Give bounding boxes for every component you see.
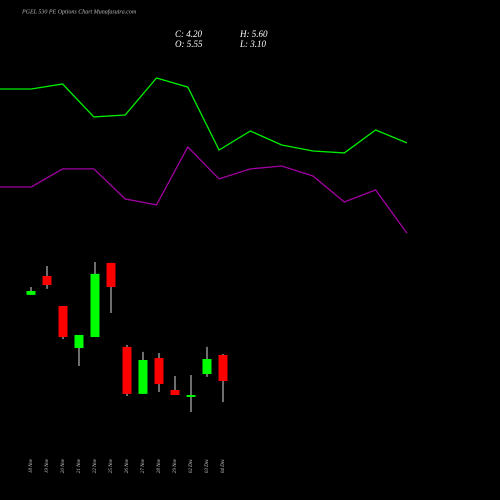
candle-body xyxy=(202,359,212,375)
candle-body xyxy=(218,354,228,381)
x-tick-label: 04 Dec xyxy=(221,458,226,473)
x-tick-label: 28 Nov xyxy=(157,458,162,473)
candle-body xyxy=(170,390,180,396)
x-tick-label: 26 Nov xyxy=(125,458,130,473)
line-series xyxy=(0,145,408,234)
x-tick-label: 03 Dec xyxy=(205,458,210,473)
line-series xyxy=(0,77,408,154)
x-tick-label: 18 Nov xyxy=(29,458,34,473)
x-tick-label: 27 Nov xyxy=(141,458,146,473)
candle-body xyxy=(58,306,68,338)
candle-body xyxy=(90,273,100,338)
candle-body xyxy=(42,276,52,286)
high-label: H: 5.60 xyxy=(239,29,268,39)
candle-body xyxy=(138,359,148,394)
x-tick-label: 02 Dec xyxy=(189,458,194,473)
x-tick-label: 25 Nov xyxy=(109,458,114,473)
x-tick-label: 20 Nov xyxy=(61,458,66,473)
candle-body xyxy=(154,358,164,385)
candle-body xyxy=(106,262,116,287)
x-tick-label: 29 Nov xyxy=(173,458,178,473)
x-tick-label: 21 Nov xyxy=(77,458,82,473)
candle-body xyxy=(74,334,84,349)
candle-body xyxy=(26,291,36,295)
close-label: C: 4.20 xyxy=(175,29,203,39)
open-label: O: 5.55 xyxy=(175,39,203,49)
candle-body xyxy=(122,346,132,394)
low-label: L: 3.10 xyxy=(239,39,267,49)
candle-body xyxy=(186,395,196,397)
x-tick-label: 22 Nov xyxy=(93,458,98,473)
x-tick-label: 19 Nov xyxy=(45,458,50,473)
chart-title: PGEL 530 PE Options Chart Munafasutra.co… xyxy=(21,8,137,15)
